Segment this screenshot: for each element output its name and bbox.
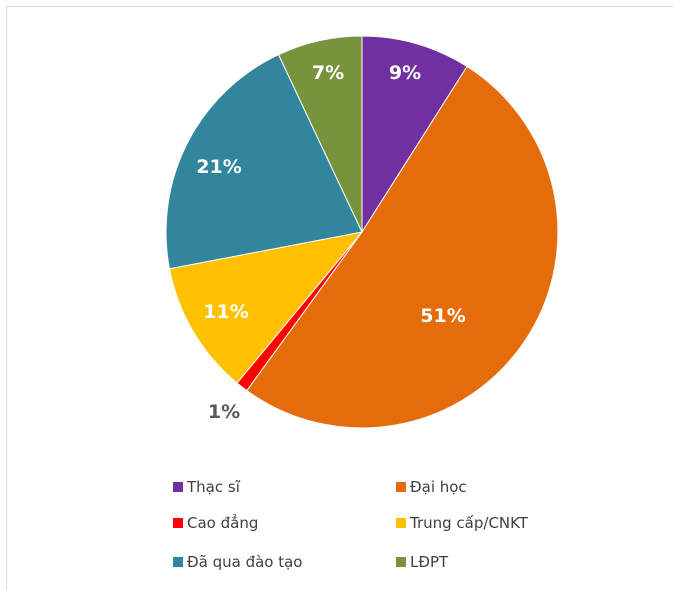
pie-slice — [361, 35, 468, 234]
data-label: 11% — [203, 301, 248, 323]
chart-frame — [6, 6, 673, 590]
data-label: 7% — [312, 62, 344, 84]
data-label: 51% — [420, 305, 465, 327]
pie-slice — [277, 35, 363, 233]
data-label: 1% — [208, 401, 240, 423]
pie-slice — [165, 53, 363, 270]
pie-slice — [246, 65, 559, 429]
data-label: 21% — [196, 156, 241, 178]
pie-slice — [168, 231, 364, 384]
data-label: 9% — [389, 62, 421, 84]
